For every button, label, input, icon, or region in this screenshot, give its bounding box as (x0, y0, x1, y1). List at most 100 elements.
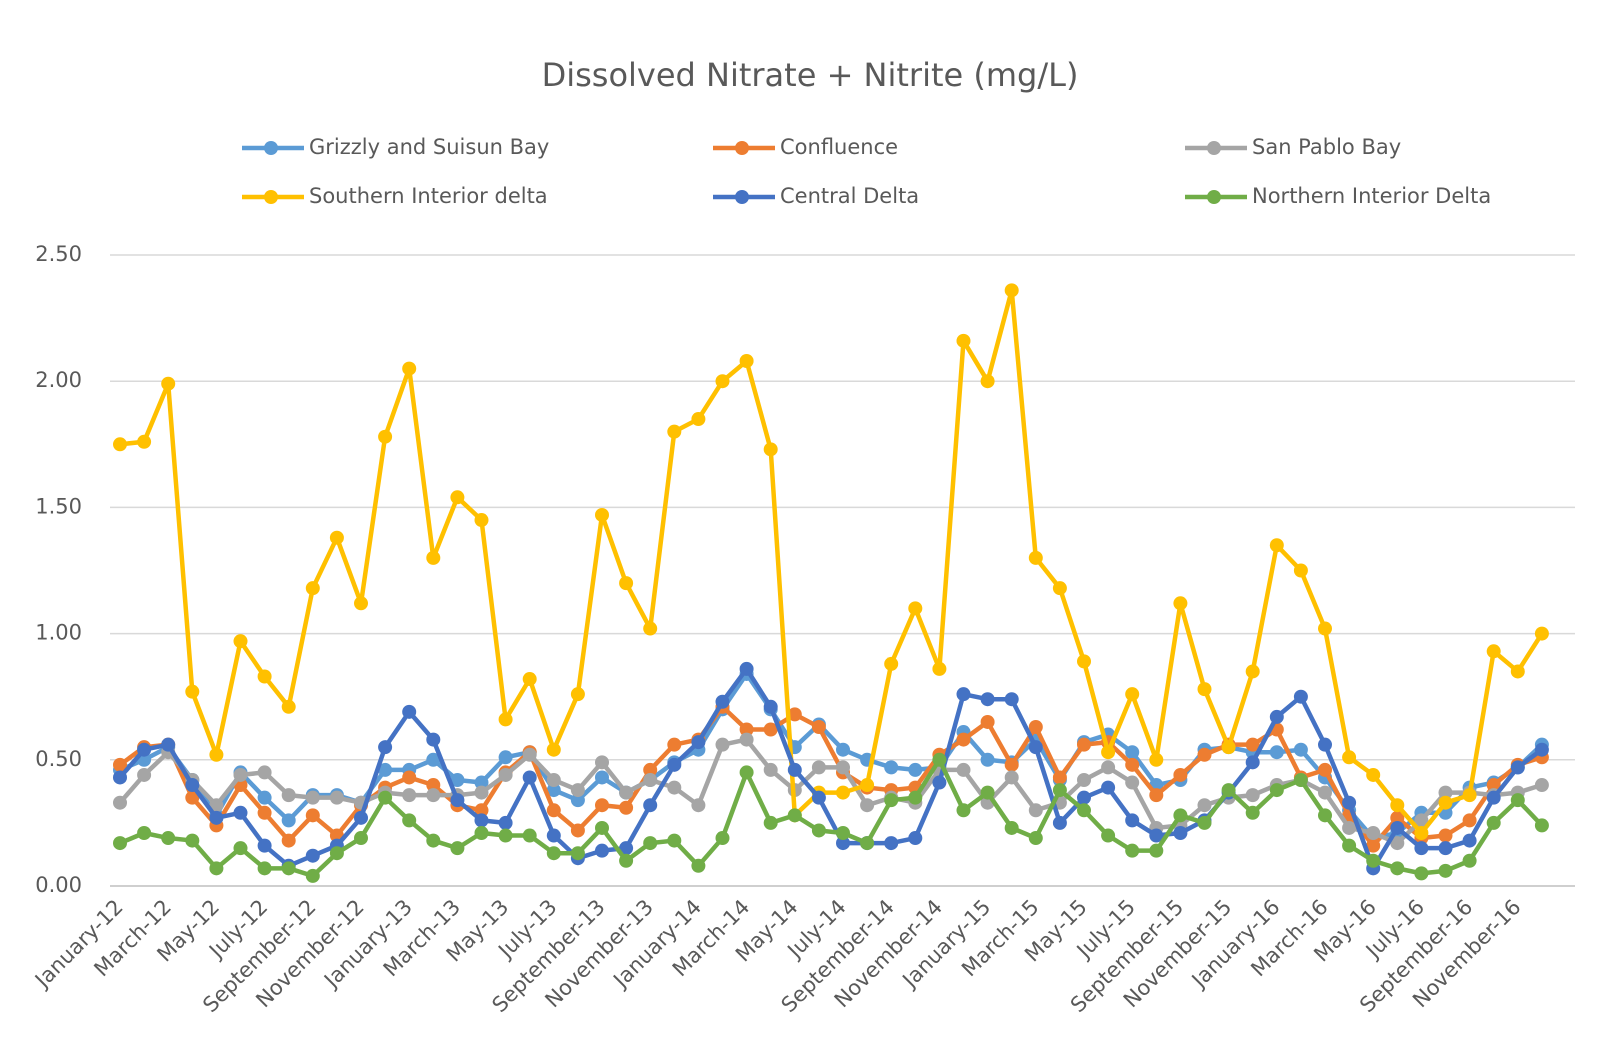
data-point (643, 621, 658, 636)
data-point (1318, 808, 1332, 823)
data-point (450, 772, 465, 787)
data-point (811, 719, 826, 734)
data-point (1173, 825, 1188, 840)
data-point (715, 831, 730, 846)
data-point (787, 808, 802, 823)
data-point (1534, 778, 1549, 793)
data-point (474, 803, 489, 818)
data-point (233, 841, 248, 856)
legend-label: Confluence (780, 135, 898, 159)
data-point (595, 507, 609, 522)
y-tick-label: 0.50 (35, 747, 82, 771)
data-point (691, 858, 706, 873)
data-point (1052, 783, 1067, 798)
data-point (281, 699, 296, 714)
data-point (474, 785, 489, 800)
data-point (836, 785, 850, 800)
data-point (570, 783, 585, 798)
data-point (113, 757, 127, 772)
data-point (522, 672, 537, 687)
data-point (932, 661, 947, 676)
data-point (1101, 780, 1116, 795)
legend-label: Northern Interior Delta (1252, 184, 1491, 208)
y-tick-label: 2.50 (35, 242, 82, 266)
data-point (1077, 654, 1091, 669)
data-point (546, 803, 561, 818)
data-point (956, 333, 971, 348)
data-point (811, 823, 826, 838)
data-point (667, 757, 682, 772)
data-point (1052, 581, 1067, 596)
data-point (1028, 740, 1043, 755)
data-point (450, 490, 465, 505)
data-point (1245, 737, 1260, 752)
data-point (402, 813, 417, 828)
data-point (1486, 644, 1501, 659)
data-point (1125, 745, 1140, 760)
data-point (546, 828, 561, 843)
y-tick-label: 1.50 (35, 494, 82, 518)
data-point (1510, 664, 1525, 679)
data-point (546, 772, 561, 787)
data-point (595, 770, 609, 785)
data-point (763, 442, 778, 457)
data-point (1366, 767, 1381, 782)
data-point (113, 836, 127, 851)
data-point (1414, 825, 1429, 840)
data-point (956, 687, 971, 702)
data-point (1510, 760, 1525, 775)
data-point (1390, 836, 1405, 851)
data-point (185, 684, 200, 699)
data-point (691, 412, 706, 427)
data-point (1125, 757, 1140, 772)
data-point (1269, 538, 1284, 553)
data-point (1390, 820, 1405, 835)
data-point (1149, 752, 1164, 767)
data-point (1077, 790, 1091, 805)
data-point (402, 361, 417, 376)
data-point (185, 833, 200, 848)
data-point (1462, 788, 1477, 803)
data-point (233, 634, 248, 649)
data-point (739, 765, 754, 780)
data-point (329, 846, 344, 861)
data-point (715, 374, 730, 389)
data-point (1077, 803, 1091, 818)
data-point (257, 861, 272, 876)
data-point (257, 790, 272, 805)
data-point (305, 808, 320, 823)
data-point (1004, 283, 1019, 298)
data-point (643, 762, 658, 777)
data-point (570, 846, 585, 861)
data-point (1462, 813, 1477, 828)
data-point (1269, 709, 1284, 724)
data-point (498, 767, 513, 782)
data-point (1197, 798, 1212, 813)
data-point (1342, 795, 1357, 810)
data-point (980, 785, 995, 800)
data-point (257, 838, 272, 853)
data-point (354, 596, 368, 611)
data-point (474, 513, 489, 528)
data-point (763, 699, 778, 714)
legend-label: Grizzly and Suisun Bay (309, 135, 549, 159)
data-point (329, 790, 344, 805)
data-point (1004, 757, 1019, 772)
data-point (1101, 745, 1116, 760)
data-point (378, 790, 393, 805)
data-point (1342, 838, 1357, 853)
data-point (474, 825, 489, 840)
data-point (1004, 692, 1019, 707)
data-point (546, 783, 561, 798)
data-point (137, 742, 152, 757)
data-point (980, 752, 995, 767)
data-point (1366, 853, 1381, 868)
data-point (450, 793, 465, 808)
legend-label: Southern Interior delta (309, 184, 548, 208)
data-point (1293, 563, 1308, 578)
data-point (354, 810, 368, 825)
data-point (378, 429, 393, 444)
y-tick-label: 0.00 (35, 873, 82, 897)
data-point (739, 661, 754, 676)
data-point (980, 692, 995, 707)
